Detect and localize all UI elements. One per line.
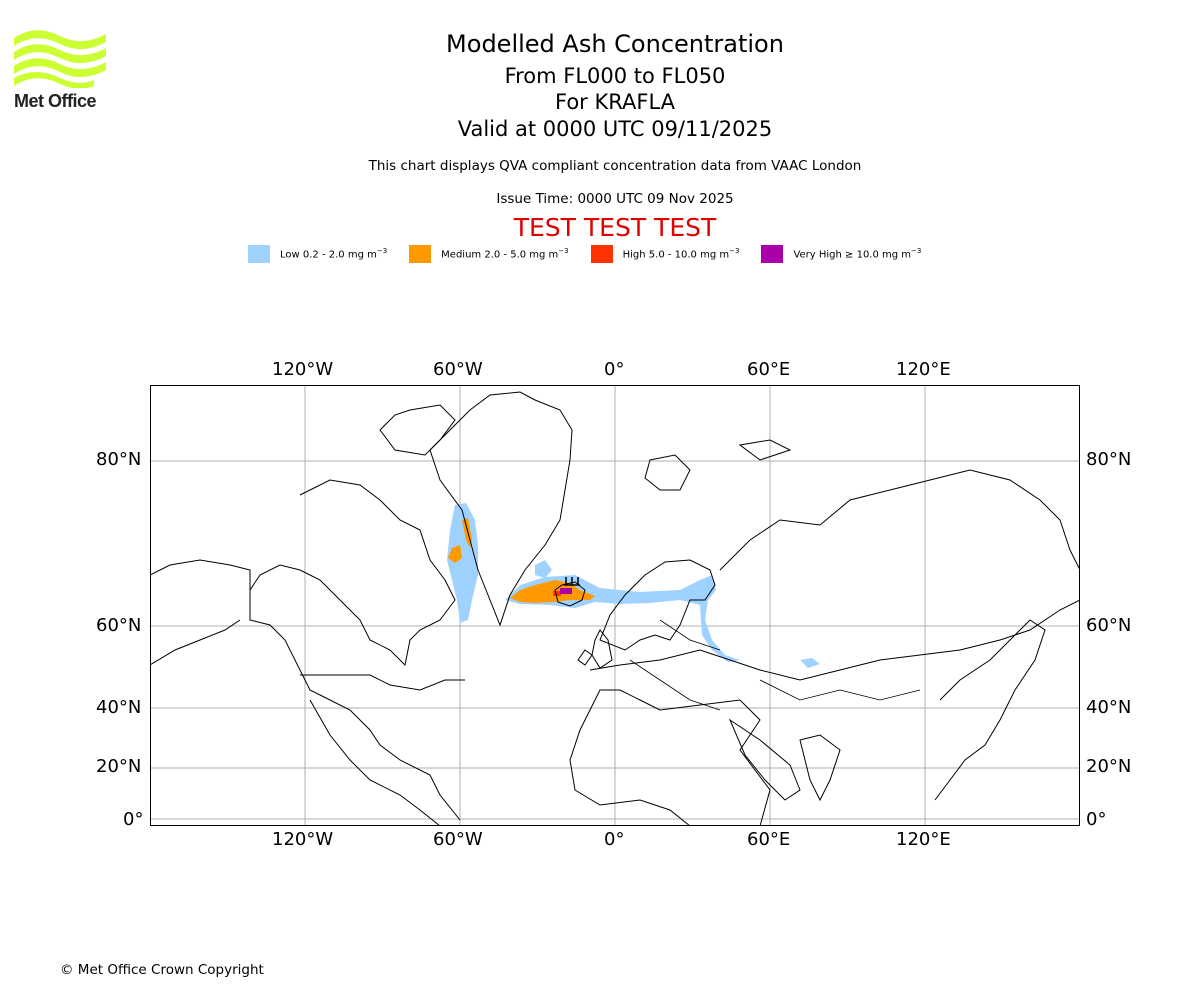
lon-tick-bottom: 120°E: [896, 829, 951, 850]
test-banner: TEST TEST TEST: [513, 213, 717, 242]
legend-item-very-high: Very High ≥ 10.0 mg m−3: [761, 245, 921, 263]
lon-tick-bottom: 60°W: [433, 829, 483, 850]
lat-tick-left: 40°N: [96, 697, 142, 718]
ash-high: [553, 591, 561, 596]
legend-swatch-high: [590, 245, 613, 263]
lat-tick-left: 60°N: [96, 615, 142, 636]
lat-tick-left: 80°N: [96, 449, 142, 470]
lon-tick-top: 60°E: [747, 359, 791, 380]
lat-tick-right: 40°N: [1086, 697, 1132, 718]
legend-swatch-medium: [409, 245, 432, 263]
ash-very-high: [560, 588, 572, 594]
volcano-name: For KRAFLA: [555, 90, 675, 114]
lon-tick-bottom: 0°: [604, 829, 625, 850]
legend-item-medium: Medium 2.0 - 5.0 mg m−3: [409, 245, 569, 263]
met-office-logo: Met Office: [14, 30, 109, 112]
coastlines: [150, 391, 1080, 826]
legend-label: Medium 2.0 - 5.0 mg m−3: [441, 247, 569, 261]
lat-tick-left: 0°: [123, 809, 144, 830]
valid-time: Valid at 0000 UTC 09/11/2025: [457, 117, 773, 141]
lat-tick-left: 20°N: [96, 756, 142, 777]
lon-tick-top: 120°W: [272, 359, 334, 380]
lon-tick-bottom: 120°W: [272, 829, 334, 850]
chart-title: Modelled Ash Concentration: [446, 30, 784, 58]
legend-item-low: Low 0.2 - 2.0 mg m−3: [248, 245, 387, 263]
lon-tick-top: 0°: [604, 359, 625, 380]
legend-swatch-low: [248, 245, 270, 263]
legend-label: High 5.0 - 10.0 mg m−3: [622, 247, 740, 261]
legend-item-high: High 5.0 - 10.0 mg m−3: [590, 245, 740, 263]
copyright: © Met Office Crown Copyright: [60, 962, 264, 978]
ash-map[interactable]: [150, 385, 1080, 826]
legend-swatch-very-high: [761, 245, 784, 263]
lat-tick-right: 60°N: [1086, 615, 1132, 636]
logo-text: Met Office: [14, 91, 97, 111]
lon-tick-bottom: 60°E: [747, 829, 791, 850]
legend-label: Low 0.2 - 2.0 mg m−3: [280, 247, 388, 261]
lat-tick-right: 80°N: [1086, 449, 1132, 470]
legend-label: Very High ≥ 10.0 mg m−3: [793, 247, 922, 261]
lon-tick-top: 60°W: [433, 359, 483, 380]
met-office-waves-icon: [14, 30, 106, 88]
legend: Low 0.2 - 2.0 mg m−3 Medium 2.0 - 5.0 mg…: [248, 244, 943, 264]
description: This chart displays QVA compliant concen…: [368, 158, 862, 174]
lat-tick-right: 0°: [1086, 809, 1107, 830]
lat-tick-right: 20°N: [1086, 756, 1132, 777]
issue-time: Issue Time: 0000 UTC 09 Nov 2025: [496, 191, 734, 207]
volcano-marker: [564, 577, 580, 586]
flight-levels: From FL000 to FL050: [504, 64, 726, 88]
lon-tick-top: 120°E: [896, 359, 951, 380]
